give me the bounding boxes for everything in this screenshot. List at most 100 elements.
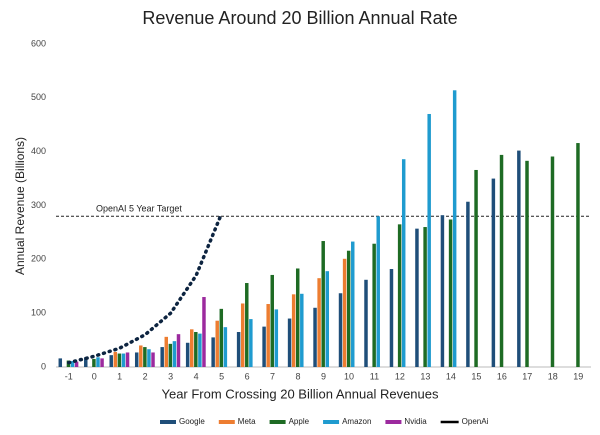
bar <box>499 154 504 367</box>
x-tick-label: 12 <box>395 371 405 381</box>
bar <box>346 250 351 367</box>
y-tick-label: 100 <box>31 308 46 318</box>
bar <box>491 178 496 367</box>
legend-swatch <box>323 420 340 424</box>
bar <box>576 143 580 367</box>
x-tick-label: 8 <box>296 371 301 381</box>
x-tick-label: 17 <box>522 371 532 381</box>
bar <box>147 349 151 367</box>
bar <box>291 294 296 367</box>
bar <box>427 113 431 367</box>
bar <box>215 320 219 367</box>
y-tick-label: 200 <box>31 254 46 264</box>
y-axis-title: Annual Revenue (Billions) <box>13 137 27 275</box>
bar <box>440 215 445 367</box>
x-tick-label: 19 <box>573 371 583 381</box>
bar <box>223 327 228 367</box>
x-tick-label: 15 <box>471 371 481 381</box>
x-tick-label: 6 <box>245 371 250 381</box>
legend-label: Meta <box>238 417 256 426</box>
bar <box>342 258 347 367</box>
bar <box>245 283 249 367</box>
legend-label: OpenAi <box>462 417 489 426</box>
bar <box>415 228 419 367</box>
bar <box>164 336 169 367</box>
x-tick-label: 7 <box>270 371 275 381</box>
bar <box>117 353 122 367</box>
chart-title: Revenue Around 20 Billion Annual Rate <box>142 8 457 28</box>
bar <box>452 90 457 368</box>
bar <box>100 358 104 367</box>
bar <box>372 243 376 367</box>
bar <box>550 156 555 367</box>
bar <box>474 169 478 367</box>
bar <box>185 342 190 367</box>
x-tick-label: 4 <box>194 371 199 381</box>
bar <box>236 332 241 367</box>
bar <box>364 279 368 367</box>
bar <box>266 304 270 367</box>
x-tick-label: 2 <box>143 371 148 381</box>
bar <box>240 303 245 367</box>
x-tick-label: 0 <box>92 371 97 381</box>
bar <box>70 361 75 367</box>
line <box>66 211 224 365</box>
bar <box>397 224 402 367</box>
x-tick-label: -1 <box>65 371 73 381</box>
bar <box>517 150 521 367</box>
bar <box>351 241 355 367</box>
legend-swatch <box>218 420 235 424</box>
x-tick-label: 11 <box>370 371 379 381</box>
legend-swatch <box>385 420 402 424</box>
bar <box>202 297 206 367</box>
bar <box>525 160 529 367</box>
x-tick-label: 14 <box>446 371 456 381</box>
bar <box>325 271 330 367</box>
bar <box>113 351 118 367</box>
y-tick-label: 300 <box>31 200 46 210</box>
x-tick-label: 5 <box>219 371 224 381</box>
bar <box>448 219 453 367</box>
bar <box>321 241 325 367</box>
bar <box>172 341 177 367</box>
bar <box>176 334 181 367</box>
bar <box>270 274 274 367</box>
bar <box>194 332 198 367</box>
bar <box>74 361 79 367</box>
bar <box>287 318 292 367</box>
bar <box>219 308 224 367</box>
bar <box>211 337 215 367</box>
y-tick-label: 500 <box>31 92 46 102</box>
x-tick-label: 10 <box>344 371 354 381</box>
bar <box>160 347 164 367</box>
bar <box>376 216 380 367</box>
legend-label: Amazon <box>342 417 371 426</box>
bar <box>401 159 406 367</box>
legend-label: Nvidia <box>404 417 427 426</box>
bar <box>151 352 155 367</box>
bar <box>295 268 300 367</box>
bar <box>389 269 394 367</box>
x-tick-label: 3 <box>168 371 173 381</box>
bar <box>125 352 130 367</box>
bar <box>300 293 304 367</box>
bar <box>139 345 143 367</box>
x-tick-label: 9 <box>321 371 326 381</box>
bar <box>92 358 96 367</box>
x-tick-label: 18 <box>548 371 558 381</box>
y-tick-label: 0 <box>41 361 46 371</box>
bar <box>338 293 343 367</box>
bar <box>317 278 321 367</box>
bar <box>249 319 253 367</box>
bar <box>274 309 279 367</box>
legend-label: Apple <box>289 417 310 426</box>
bar <box>198 333 202 367</box>
x-axis-title: Year From Crossing 20 Billion Annual Rev… <box>161 386 439 401</box>
y-tick-label: 400 <box>31 146 46 156</box>
x-tick-label: 16 <box>497 371 507 381</box>
bar <box>168 343 173 367</box>
bar <box>190 329 194 367</box>
bar <box>262 326 266 367</box>
bar <box>423 227 427 367</box>
